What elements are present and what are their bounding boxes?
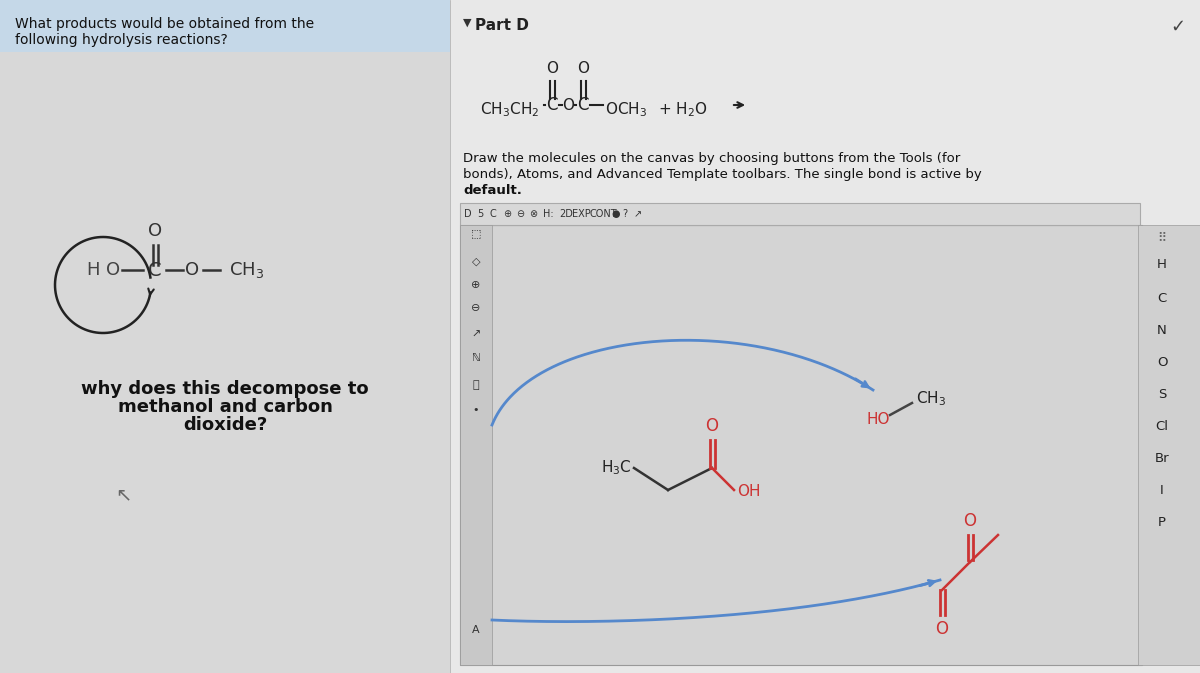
Text: HO: HO (866, 413, 890, 427)
Text: 2D: 2D (559, 209, 572, 219)
Text: $\mathregular{OCH_3}$: $\mathregular{OCH_3}$ (605, 101, 647, 119)
Text: C: C (546, 96, 558, 114)
Bar (460, 225, 1142, 665)
Text: O: O (936, 620, 948, 638)
Text: ℕ: ℕ (472, 353, 480, 363)
Text: O: O (562, 98, 574, 112)
Text: C: C (490, 209, 497, 219)
Text: methanol and carbon: methanol and carbon (118, 398, 332, 416)
Text: Cl: Cl (1156, 419, 1169, 433)
Text: Draw the molecules on the canvas by choosing buttons from the Tools (for: Draw the molecules on the canvas by choo… (463, 152, 960, 165)
Text: CONT: CONT (590, 209, 618, 219)
Text: following hydrolysis reactions?: following hydrolysis reactions? (14, 33, 228, 47)
Text: ✓: ✓ (1170, 18, 1186, 36)
Bar (450, 0, 1200, 673)
Text: P: P (1158, 516, 1166, 528)
Text: ↖: ↖ (115, 485, 131, 504)
Text: ⬚: ⬚ (470, 228, 481, 238)
Text: O: O (706, 417, 719, 435)
Text: What products would be obtained from the: What products would be obtained from the (14, 17, 314, 31)
Text: O: O (546, 61, 558, 76)
Text: O: O (1157, 355, 1168, 369)
Text: EXP: EXP (572, 209, 590, 219)
Text: C: C (1157, 291, 1166, 304)
Text: O: O (185, 261, 199, 279)
Text: H: H (1157, 258, 1166, 271)
Bar (460, 203, 1140, 225)
Bar (0, 0, 450, 673)
Text: default.: default. (463, 184, 522, 197)
Text: H:: H: (542, 209, 553, 219)
Text: ⊖: ⊖ (472, 303, 481, 313)
Text: ▼: ▼ (463, 18, 472, 28)
Text: ⊕: ⊕ (472, 280, 481, 290)
Text: ↗: ↗ (472, 330, 481, 340)
Text: why does this decompose to: why does this decompose to (82, 380, 368, 398)
Text: ◇: ◇ (472, 257, 480, 267)
Text: C: C (577, 96, 589, 114)
Text: ⊖: ⊖ (516, 209, 524, 219)
Text: ⠿: ⠿ (1158, 232, 1166, 244)
Text: O: O (577, 61, 589, 76)
Text: 📋: 📋 (473, 380, 479, 390)
Text: O: O (964, 512, 977, 530)
Bar (1138, 225, 1200, 665)
Text: $\mathregular{CH_3CH_2}$: $\mathregular{CH_3CH_2}$ (480, 101, 540, 119)
Text: $\mathregular{CH_3}$: $\mathregular{CH_3}$ (229, 260, 264, 280)
Text: $\mathregular{H_3C}$: $\mathregular{H_3C}$ (601, 459, 632, 477)
Bar (460, 225, 492, 665)
Text: ↗: ↗ (634, 209, 642, 219)
Text: I: I (1160, 483, 1164, 497)
Text: H: H (86, 261, 100, 279)
Text: Br: Br (1154, 452, 1169, 464)
Text: ⊗: ⊗ (529, 209, 538, 219)
Text: ?: ? (622, 209, 628, 219)
Text: N: N (1157, 324, 1166, 336)
Text: ●: ● (611, 209, 619, 219)
Text: D: D (464, 209, 472, 219)
Text: Part D: Part D (475, 18, 529, 33)
Text: $\mathregular{CH_3}$: $\mathregular{CH_3}$ (916, 390, 946, 409)
Text: bonds), Atoms, and Advanced Template toolbars. The single bond is active by: bonds), Atoms, and Advanced Template too… (463, 168, 982, 181)
Text: O: O (106, 261, 120, 279)
Text: O: O (148, 222, 162, 240)
Text: 5: 5 (478, 209, 484, 219)
Text: •: • (473, 405, 479, 415)
Text: A: A (472, 625, 480, 635)
Bar (0, 0, 450, 52)
Text: C: C (148, 260, 162, 279)
Text: S: S (1158, 388, 1166, 400)
Text: OH: OH (737, 485, 761, 499)
Text: ⊕: ⊕ (503, 209, 511, 219)
Text: dioxide?: dioxide? (182, 416, 268, 434)
Text: $\mathregular{+\ H_2O}$: $\mathregular{+\ H_2O}$ (658, 101, 708, 119)
